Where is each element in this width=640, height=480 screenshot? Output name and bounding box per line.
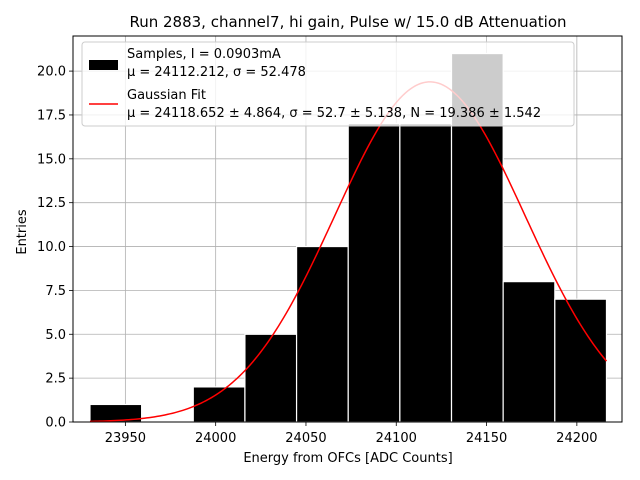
legend-samples-swatch [89,60,118,70]
y-tick-label: 17.5 [37,108,66,123]
y-tick-label: 10.0 [37,240,66,255]
axis-ticks: 23950 24000 24050 24100 24150 24200 0.0 2.5 5.0 7… [37,65,597,446]
y-axis-label: Entries [15,209,30,255]
histogram-bar [347,123,401,423]
y-tick-label: 2.5 [45,372,66,387]
y-tick-label: 7.5 [45,284,66,299]
gaussian-fit-curve [89,81,608,423]
legend: Samples, I = 0.0903mA μ = 24112.212, σ =… [81,41,575,127]
y-tick-label: 15.0 [37,152,66,167]
plot-frame [72,35,623,423]
gaussian-fit-layer [89,81,608,423]
x-tick-label: 24150 [466,431,507,446]
y-tick-label: 5.0 [45,328,66,343]
legend-samples-label: Samples, I = 0.0903mA [127,47,281,62]
histogram-bar [554,298,608,423]
x-axis-label: Energy from OFCs [ADC Counts] [243,451,452,466]
x-tick-label: 24200 [556,431,597,446]
histogram-bar [244,333,298,423]
histogram-bar [399,123,453,423]
y-tick-label: 12.5 [37,196,66,211]
histogram-bar [502,281,556,423]
legend-fit-label: Gaussian Fit [127,88,206,103]
x-tick-label: 24050 [285,431,326,446]
legend-fit-stats: μ = 24118.652 ± 4.864, σ = 52.7 ± 5.138,… [127,106,541,121]
y-tick-label: 0.0 [45,416,66,431]
legend-samples-stats: μ = 24112.212, σ = 52.478 [127,65,306,80]
x-tick-label: 24100 [376,431,417,446]
chart-title: Run 2883, channel7, hi gain, Pulse w/ 15… [129,13,566,31]
x-tick-label: 24000 [195,431,236,446]
legend-frame [81,41,575,127]
histogram-bar [295,245,349,423]
x-tick-label: 23950 [105,431,146,446]
y-tick-label: 20.0 [37,65,66,80]
